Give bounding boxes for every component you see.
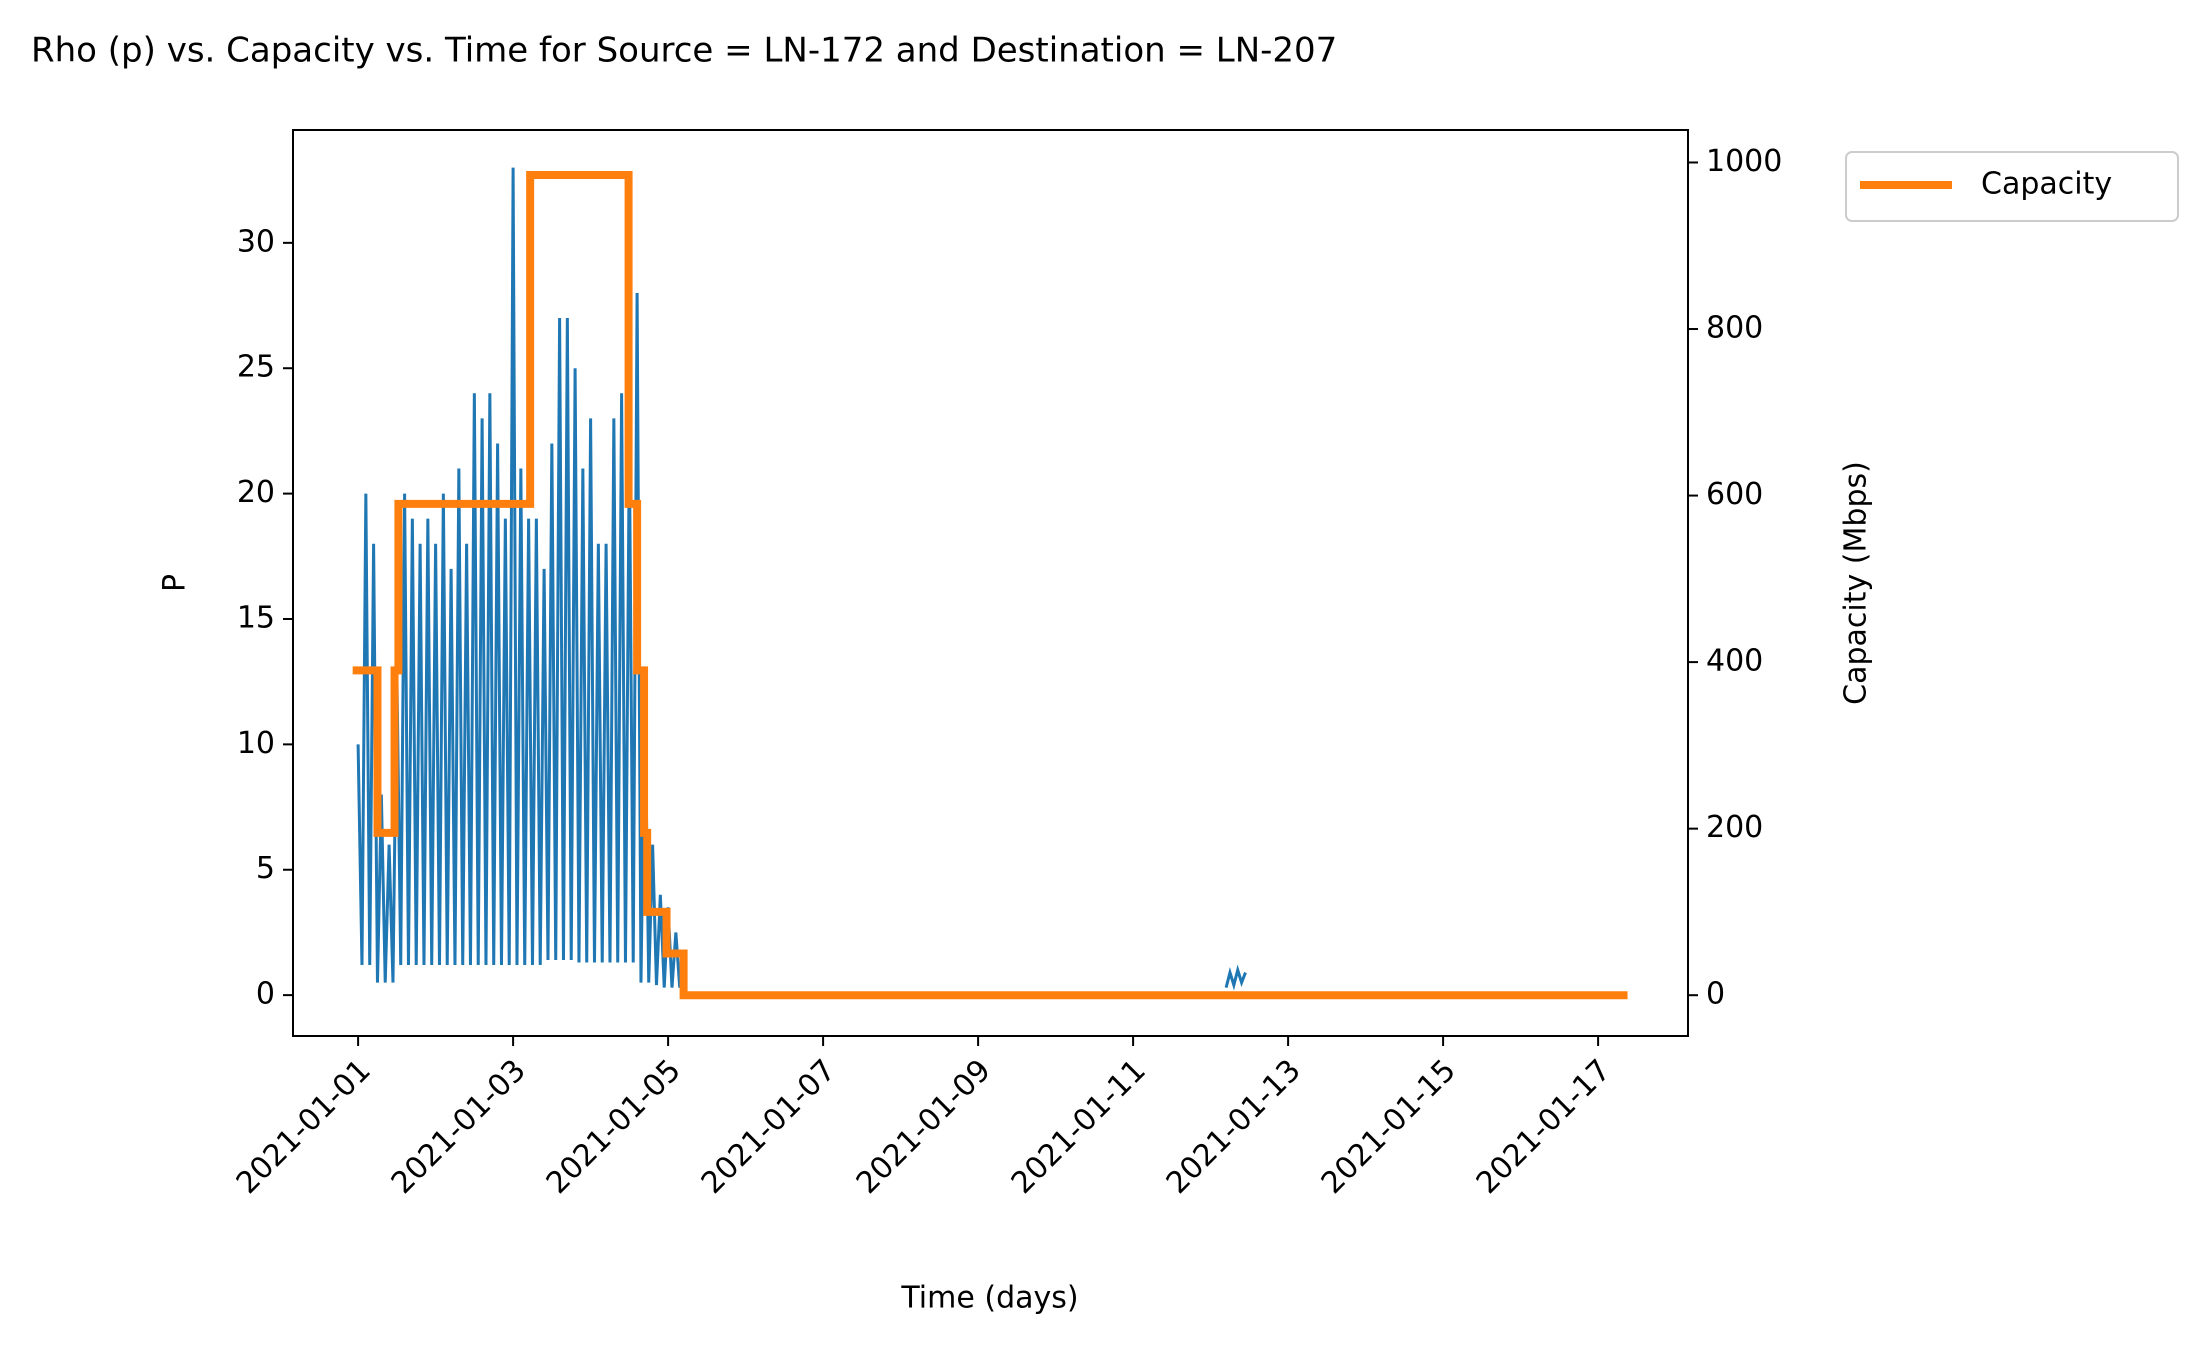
x-tick-label: 2021-01-17 bbox=[1470, 1053, 1618, 1201]
plot-frame bbox=[292, 129, 1689, 1037]
y-tick-label: 20 bbox=[237, 475, 275, 510]
legend-label: Capacity bbox=[1981, 167, 2112, 202]
y2-tick-label: 600 bbox=[1706, 477, 1763, 512]
x-tick-label: 2021-01-01 bbox=[230, 1053, 378, 1201]
x-tick-label: 2021-01-15 bbox=[1315, 1053, 1463, 1201]
x-tick-label: 2021-01-05 bbox=[540, 1053, 688, 1201]
y-axis-label: P bbox=[158, 574, 193, 592]
y-tick-label: 25 bbox=[237, 350, 275, 385]
y2-tick-label: 400 bbox=[1706, 644, 1763, 679]
y2-tick-label: 200 bbox=[1706, 810, 1763, 845]
y2-tick-label: 1000 bbox=[1706, 144, 1782, 179]
y2-tick-label: 800 bbox=[1706, 311, 1763, 346]
y2-axis-label: Capacity (Mbps) bbox=[1839, 461, 1874, 705]
y-tick-label: 0 bbox=[256, 977, 275, 1012]
x-tick-label: 2021-01-03 bbox=[385, 1053, 533, 1201]
x-tick-label: 2021-01-13 bbox=[1160, 1053, 1308, 1201]
y-tick-label: 30 bbox=[237, 224, 275, 259]
x-axis-label: Time (days) bbox=[900, 1281, 1078, 1316]
y-tick-label: 10 bbox=[237, 726, 275, 761]
x-tick-label: 2021-01-07 bbox=[695, 1053, 843, 1201]
x-tick-label: 2021-01-09 bbox=[850, 1053, 998, 1201]
chart-title: Rho (p) vs. Capacity vs. Time for Source… bbox=[31, 31, 1337, 71]
rho-line bbox=[356, 167, 1247, 991]
y-tick-label: 15 bbox=[237, 600, 275, 635]
x-tick-label: 2021-01-11 bbox=[1005, 1053, 1153, 1201]
y-tick-label: 5 bbox=[256, 851, 275, 886]
y2-tick-label: 0 bbox=[1706, 977, 1725, 1012]
legend-box bbox=[1845, 151, 2179, 222]
capacity-line bbox=[352, 170, 1628, 1000]
